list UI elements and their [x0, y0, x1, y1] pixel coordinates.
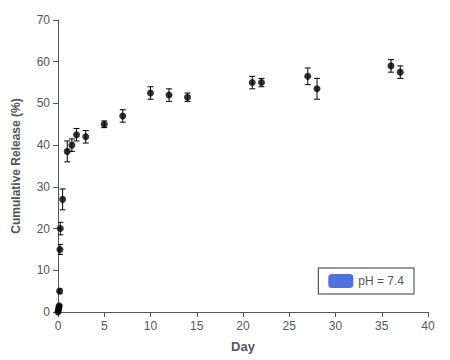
svg-text:70: 70: [37, 13, 51, 27]
svg-text:Cumulative Release (%): Cumulative Release (%): [9, 98, 23, 233]
svg-text:35: 35: [375, 319, 389, 333]
svg-text:50: 50: [37, 96, 51, 110]
svg-text:40: 40: [37, 138, 51, 152]
svg-text:60: 60: [37, 55, 51, 69]
svg-text:30: 30: [329, 319, 343, 333]
svg-text:0: 0: [55, 319, 62, 333]
svg-text:20: 20: [236, 319, 250, 333]
svg-text:Day: Day: [231, 339, 256, 354]
svg-text:40: 40: [421, 319, 435, 333]
svg-text:5: 5: [101, 319, 108, 333]
svg-text:0: 0: [43, 305, 50, 319]
svg-text:15: 15: [190, 319, 204, 333]
svg-text:pH = 7.4: pH = 7.4: [358, 274, 404, 288]
svg-text:30: 30: [37, 180, 51, 194]
svg-text:10: 10: [144, 319, 158, 333]
svg-text:20: 20: [37, 222, 51, 236]
svg-text:25: 25: [283, 319, 297, 333]
svg-text:10: 10: [37, 263, 51, 277]
